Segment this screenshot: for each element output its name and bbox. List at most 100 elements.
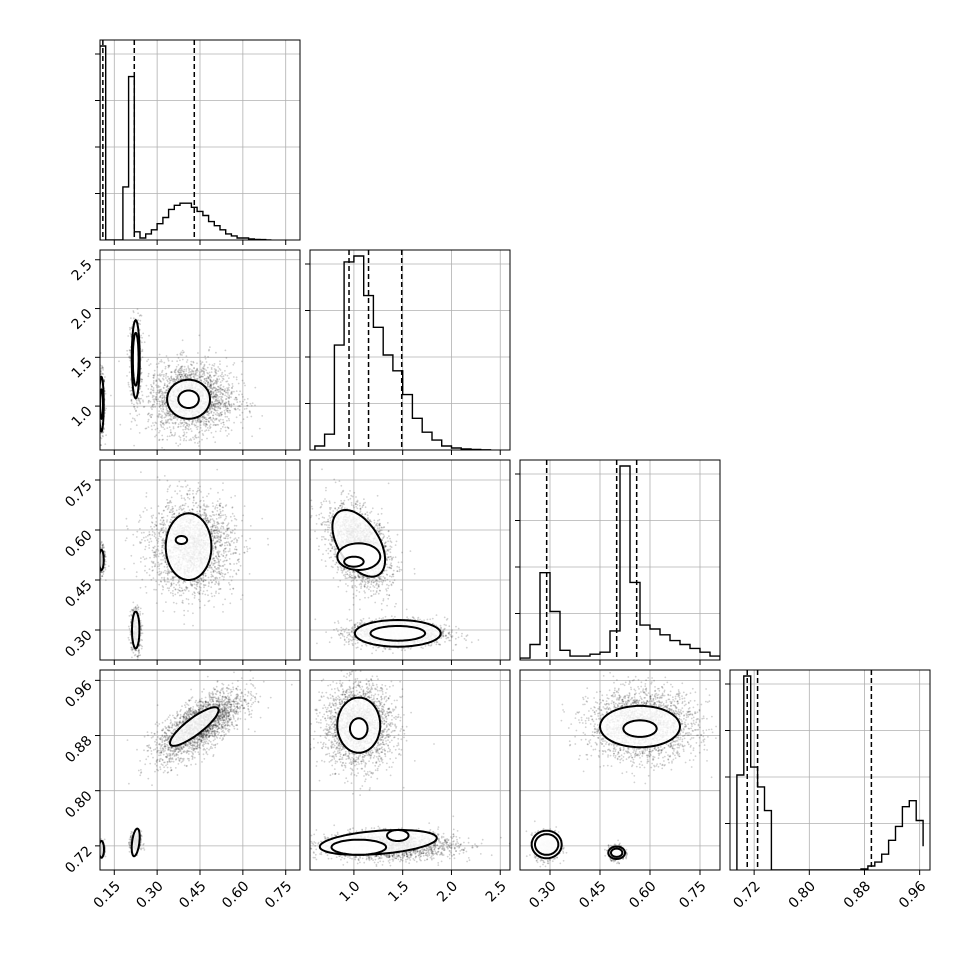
scatter-point xyxy=(130,392,133,395)
scatter-point xyxy=(179,375,182,378)
scatter-point xyxy=(209,417,212,420)
scatter-point xyxy=(215,546,218,549)
scatter-point xyxy=(201,418,204,421)
scatter-point xyxy=(219,374,222,377)
scatter-point xyxy=(147,372,150,375)
scatter-point xyxy=(226,544,229,547)
scatter-point xyxy=(216,389,219,391)
scatter-point xyxy=(176,353,179,356)
scatter-point xyxy=(214,546,217,549)
scatter-point xyxy=(210,393,213,396)
scatter-point xyxy=(189,363,192,366)
scatter-point xyxy=(198,334,201,337)
scatter-point xyxy=(157,386,160,389)
scatter-point xyxy=(102,366,104,369)
scatter-point xyxy=(98,564,100,566)
scatter-point xyxy=(228,409,231,412)
scatter-point xyxy=(141,394,144,397)
scatter-point xyxy=(151,385,153,388)
scatter-point xyxy=(151,522,154,524)
scatter-point xyxy=(167,388,170,390)
scatter-point xyxy=(204,382,207,384)
scatter-point xyxy=(218,564,221,567)
scatter-point xyxy=(186,374,189,376)
scatter-point xyxy=(205,377,208,380)
scatter-point xyxy=(208,383,211,385)
scatter-point xyxy=(104,579,107,582)
scatter-point xyxy=(169,500,171,503)
scatter-point xyxy=(189,373,191,376)
scatter-point xyxy=(180,374,183,376)
scatter-point xyxy=(224,403,227,405)
scatter-point xyxy=(227,388,230,390)
scatter-point xyxy=(167,578,169,580)
scatter-point xyxy=(172,427,175,430)
scatter-point xyxy=(100,571,103,574)
scatter-point xyxy=(140,372,143,375)
scatter-point xyxy=(170,371,173,374)
scatter-point xyxy=(166,419,169,421)
scatter-point xyxy=(226,374,229,377)
scatter-point xyxy=(185,377,188,380)
scatter-point xyxy=(97,384,99,386)
scatter-point xyxy=(179,352,182,355)
scatter-point xyxy=(166,479,169,482)
scatter-point xyxy=(191,508,194,511)
scatter-point xyxy=(224,401,227,404)
scatter-point xyxy=(212,557,215,559)
scatter-point xyxy=(230,531,232,534)
scatter-point xyxy=(213,562,216,565)
scatter-point xyxy=(211,534,214,537)
scatter-point xyxy=(159,373,161,375)
scatter-point xyxy=(211,388,214,391)
scatter-point xyxy=(221,388,224,391)
scatter-point xyxy=(158,378,161,381)
scatter-point xyxy=(221,392,224,395)
scatter-point xyxy=(216,540,219,542)
scatter-point xyxy=(155,556,158,558)
scatter-point xyxy=(219,402,222,405)
scatter-point xyxy=(202,580,205,583)
scatter-point xyxy=(160,360,163,363)
scatter-point xyxy=(183,497,186,500)
scatter-point xyxy=(139,387,142,390)
scatter-point xyxy=(104,412,106,414)
scatter-point xyxy=(221,522,224,525)
scatter-point xyxy=(140,390,143,393)
scatter-point xyxy=(147,401,150,404)
scatter-point xyxy=(98,549,100,551)
scatter-point xyxy=(128,385,131,388)
scatter-point xyxy=(210,592,213,595)
scatter-point xyxy=(179,353,182,356)
scatter-point xyxy=(203,363,206,366)
scatter-point xyxy=(157,555,160,558)
scatter-point xyxy=(178,435,181,438)
scatter-point xyxy=(104,390,106,393)
scatter-point xyxy=(242,514,245,517)
scatter-point xyxy=(166,384,169,387)
scatter-point xyxy=(160,407,162,410)
scatter-point xyxy=(214,578,217,580)
scatter-point xyxy=(147,418,150,421)
scatter-point xyxy=(216,506,219,509)
scatter-point xyxy=(211,380,214,383)
scatter-point xyxy=(201,420,203,423)
scatter-point xyxy=(209,374,211,377)
scatter-point xyxy=(249,402,252,405)
scatter-point xyxy=(192,376,195,378)
scatter-point xyxy=(151,405,154,408)
scatter-point xyxy=(235,397,238,399)
scatter-point xyxy=(150,425,153,427)
scatter-point xyxy=(222,514,225,516)
scatter-point xyxy=(208,385,211,388)
scatter-point xyxy=(101,571,103,574)
scatter-point xyxy=(139,401,142,404)
scatter-point xyxy=(208,417,210,420)
scatter-point xyxy=(144,427,147,430)
scatter-point xyxy=(134,649,137,652)
scatter-point xyxy=(231,383,234,385)
scatter-point xyxy=(146,509,148,511)
scatter-point xyxy=(100,437,103,440)
scatter-point xyxy=(167,366,170,369)
scatter-point xyxy=(105,407,108,410)
